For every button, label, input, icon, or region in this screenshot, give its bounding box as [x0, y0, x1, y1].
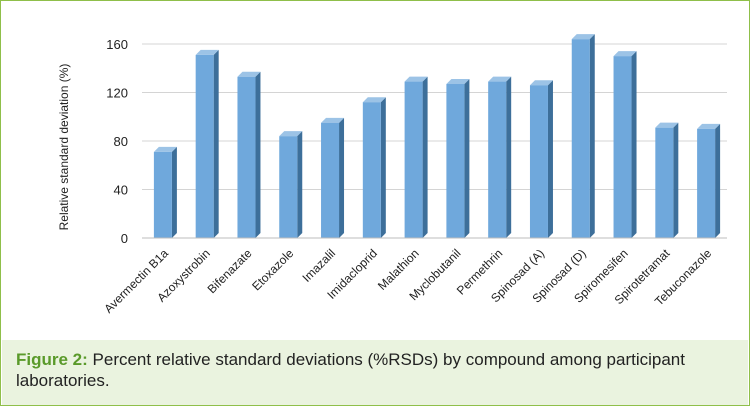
- chart-area: 0 40 80 120 160 Avermectin B1a Azoxystrobin Bi…: [2, 2, 748, 340]
- bar-side: [464, 79, 470, 238]
- bar: [362, 97, 386, 238]
- bar-top: [321, 117, 345, 123]
- bar-front: [529, 85, 548, 238]
- bar-side: [631, 51, 637, 238]
- bar-top: [613, 51, 637, 57]
- bar-side: [297, 131, 303, 238]
- bar-side: [380, 97, 386, 238]
- bar-side: [171, 146, 177, 238]
- bar: [279, 131, 303, 238]
- y-tick-label: 120: [106, 86, 128, 101]
- bar-front: [655, 127, 674, 238]
- bar-top: [237, 71, 261, 77]
- bar-side: [339, 117, 345, 238]
- y-tick-label: 80: [114, 134, 128, 149]
- bar: [195, 49, 219, 238]
- caption-label: Figure 2:: [16, 350, 88, 369]
- bar-side: [547, 80, 553, 238]
- bar-top: [404, 76, 428, 82]
- caption-text: Percent relative standard deviations (%R…: [16, 350, 685, 390]
- bar-side: [255, 71, 261, 238]
- bar-front: [362, 102, 381, 238]
- bar-top: [153, 146, 177, 152]
- y-axis-ticks: 0 40 80 120 160: [106, 37, 128, 246]
- bar-top: [529, 80, 553, 86]
- bar-front: [321, 122, 340, 238]
- bar-side: [506, 76, 512, 239]
- x-category-label: Etoxazole: [249, 246, 296, 293]
- x-category-label: Avermectin B1a: [101, 246, 171, 316]
- bar-top: [362, 97, 386, 103]
- bar-front: [404, 81, 423, 239]
- bar-top: [697, 123, 721, 129]
- bar-front: [571, 39, 590, 239]
- y-tick-label: 0: [121, 231, 128, 246]
- bar-front: [195, 54, 214, 238]
- bar: [153, 146, 177, 238]
- bar-side: [715, 123, 721, 238]
- bar-front: [237, 76, 256, 238]
- bar: [529, 80, 553, 238]
- y-tick-label: 160: [106, 37, 128, 52]
- bar-front: [279, 136, 298, 238]
- bar: [571, 34, 595, 239]
- bar: [404, 76, 428, 239]
- x-category-label: Imazalil: [299, 246, 338, 285]
- bar: [321, 117, 345, 238]
- bar: [237, 71, 261, 238]
- bar-side: [213, 49, 219, 238]
- gridlines: [142, 43, 727, 190]
- bar-front: [446, 84, 465, 238]
- figure-caption: Figure 2: Percent relative standard devi…: [2, 340, 748, 405]
- bar-front: [697, 128, 716, 238]
- bar-top: [446, 79, 470, 85]
- bar-side: [589, 34, 595, 239]
- bar-top: [571, 34, 595, 40]
- bar-front: [488, 81, 507, 239]
- bar-top: [488, 76, 512, 82]
- bar: [655, 122, 679, 238]
- y-axis-title: Relative standard deviation (%): [57, 64, 71, 231]
- bar-top: [195, 49, 219, 55]
- bar-front: [153, 151, 172, 238]
- bar: [488, 76, 512, 239]
- x-category-label: Bifenazate: [205, 246, 255, 296]
- bar-front: [613, 56, 632, 238]
- bar: [697, 123, 721, 238]
- bar-top: [655, 122, 679, 128]
- x-axis-labels: Avermectin B1aAzoxystrobinBifenazateEtox…: [101, 246, 714, 316]
- bars: [153, 34, 721, 239]
- bar-top: [279, 131, 303, 137]
- y-tick-label: 40: [114, 183, 128, 198]
- bar: [446, 79, 470, 238]
- bar-chart: 0 40 80 120 160 Avermectin B1aAzoxystrobinBi…: [57, 34, 727, 316]
- bar-side: [422, 76, 428, 239]
- bar-side: [673, 122, 679, 238]
- bar: [613, 51, 637, 238]
